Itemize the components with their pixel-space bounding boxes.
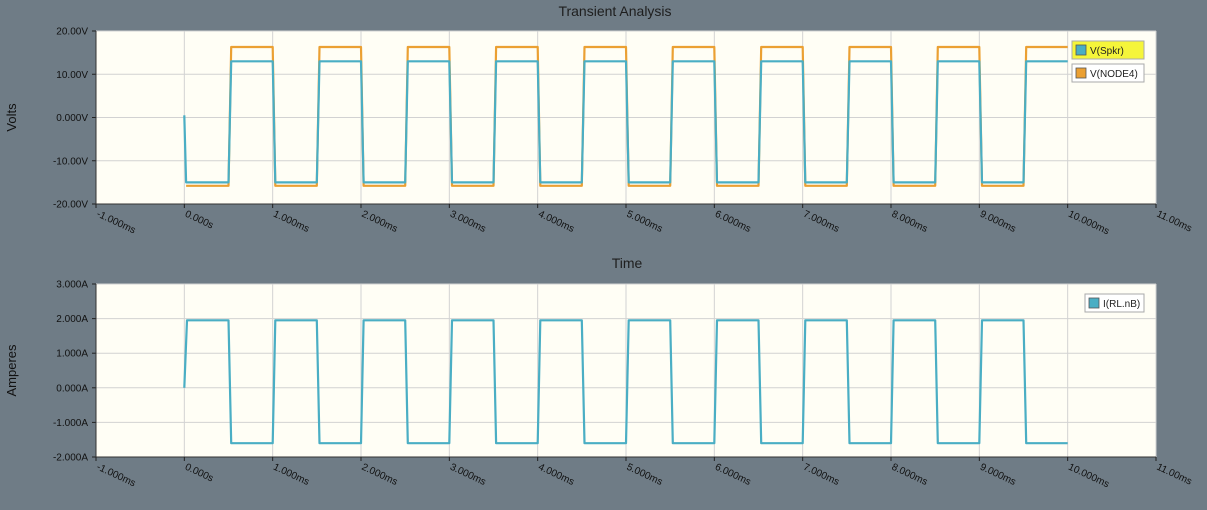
y-tick-label: 2.000A [56,314,88,325]
x-tick-label: 1.000ms [271,209,310,235]
x-tick-label: 0.000s [183,209,215,232]
x-tick-label: -1.000ms [95,209,137,237]
legend-swatch [1088,297,1100,309]
x-tick-label: 3.000ms [448,462,487,488]
y-tick-label: 10.00V [56,70,88,81]
y-tick-label: 0.000A [56,383,88,394]
voltage-plot[interactable]: 20.00V 10.00V 0.000V -10.00V -20.00V -1.000ms… [4,27,1193,238]
x-tick-label: 9.000ms [978,462,1017,488]
x-tick-label: 5.000ms [625,462,664,488]
y-tick-label: 3.000A [56,280,88,291]
x-tick-label: 6.000ms [713,462,752,488]
x-tick-label: 0.000s [183,462,215,485]
x-tick-label: 2.000ms [360,462,399,488]
x-tick-label: 3.000ms [448,209,487,235]
series-line-i-rl-nb-[interactable] [183,319,1068,445]
x-tick-label: 11.00ms [1155,462,1194,488]
x-tick-label: 4.000ms [536,209,575,235]
legend-label: I(RL.nB) [1103,299,1140,310]
legend-swatch [1075,44,1087,56]
x-tick-label: 6.000ms [713,209,752,235]
x-tick-label: -1.000ms [95,462,137,490]
legend-label: V(NODE4) [1090,69,1138,80]
x-tick-label: 8.000ms [890,209,929,235]
legend-item[interactable] [1084,293,1145,313]
x-tick-label: 10.000ms [1066,462,1110,491]
y-tick-label: 1.000A [56,349,88,360]
legend-item[interactable] [1071,40,1145,60]
x-tick-label: 7.000ms [801,209,840,235]
y-tick-label: 0.000V [56,113,88,124]
x-tick-label: 2.000ms [360,209,399,235]
x-tick-label: 11.00ms [1155,209,1194,235]
y-tick-label: -20.00V [53,200,88,211]
legend-item[interactable] [1071,63,1145,83]
x-tick-label: 9.000ms [978,209,1017,235]
x-tick-label: 1.000ms [271,462,310,488]
current-plot[interactable]: 3.000A 2.000A 1.000A 0.000A -1.000A -2.000A -1… [4,280,1193,491]
series-line-v-spkr-[interactable] [183,60,1068,184]
y-axis-label: Amperes [4,344,19,397]
y-axis-label: Volts [4,103,19,132]
y-tick-label: -1.000A [53,418,88,429]
y-tick-label: 20.00V [56,27,88,38]
legend-label: V(Spkr) [1090,46,1124,57]
window-title: Transient Analysis [558,3,671,19]
x-tick-label: 4.000ms [536,462,575,488]
y-tick-label: -2.000A [53,453,88,464]
y-tick-label: -10.00V [53,156,88,167]
legend-swatch [1075,67,1087,79]
x-tick-label: 8.000ms [890,462,929,488]
x-tick-label: 7.000ms [801,462,840,488]
x-tick-label: 10.000ms [1066,209,1110,238]
x-axis-label: Time [612,255,643,271]
x-tick-label: 5.000ms [625,209,664,235]
